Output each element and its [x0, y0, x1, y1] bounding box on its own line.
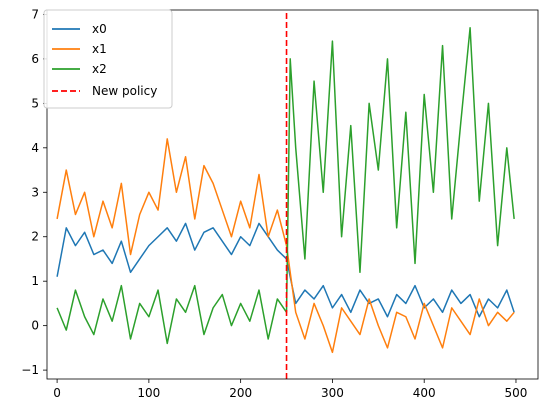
legend-label-x1: x1: [92, 42, 107, 56]
y-tick-label: 1: [31, 274, 39, 288]
y-tick-label: −1: [21, 363, 39, 377]
legend-label-x0: x0: [92, 22, 107, 36]
x-tick-label: 500: [505, 386, 528, 400]
series-line-x1: [56, 138, 515, 354]
series-line-x2: [56, 27, 515, 345]
x-axis-ticks: 0 100 200 300 400 500: [53, 379, 527, 400]
x-tick-label: 0: [53, 386, 61, 400]
x-tick-label: 200: [229, 386, 252, 400]
legend-box: [43, 9, 173, 109]
y-tick-label: 5: [31, 96, 39, 110]
x-tick-label: 300: [321, 386, 344, 400]
y-tick-label: 0: [31, 319, 39, 333]
legend-label-new-policy: New policy: [92, 84, 157, 98]
y-tick-label: 6: [31, 52, 39, 66]
legend-label-x2: x2: [92, 62, 107, 76]
y-tick-label: 3: [31, 185, 39, 199]
x-tick-label: 400: [413, 386, 436, 400]
x-tick-label: 100: [137, 386, 160, 400]
series-layer: [56, 10, 515, 379]
y-tick-label: 4: [31, 141, 39, 155]
y-tick-label: 2: [31, 230, 39, 244]
legend: x0 x1 x2 New policy: [43, 9, 173, 109]
y-axis-ticks: −1 0 1 2 3 4 5 6 7: [21, 7, 47, 377]
y-tick-label: 7: [31, 7, 39, 21]
plot-frame: [46, 9, 539, 380]
